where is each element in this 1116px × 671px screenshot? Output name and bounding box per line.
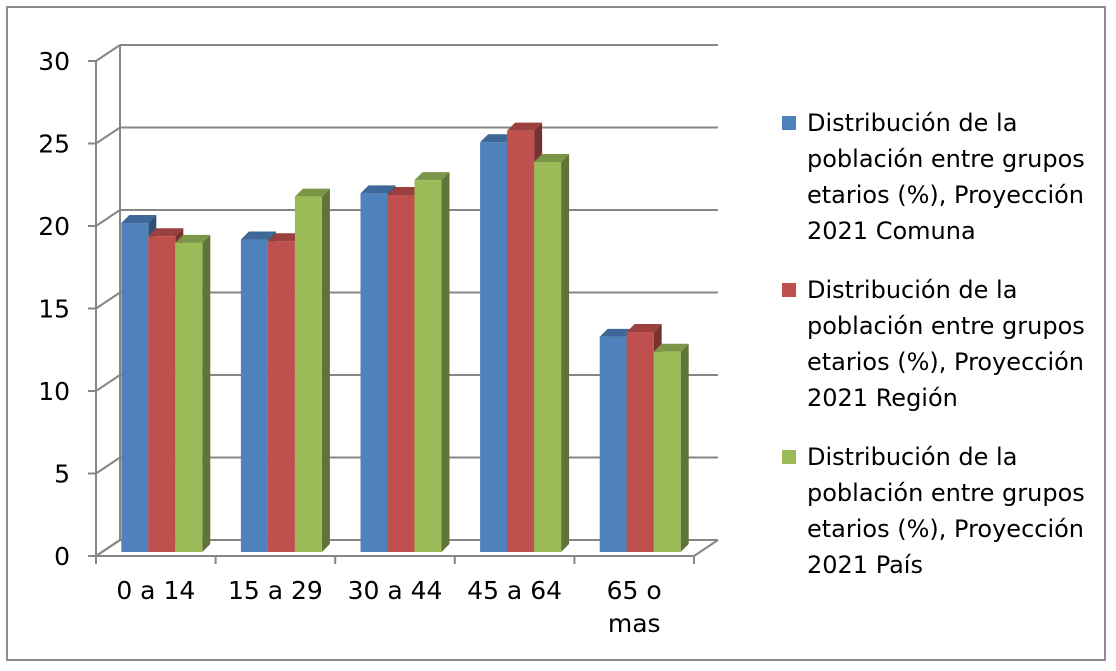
bar-top [534,154,570,162]
bar-side [441,172,450,552]
bar-front [294,196,322,552]
bar-front [121,223,149,553]
gridline-side [95,44,121,62]
bar-front [507,130,535,552]
legend-label: etarios (%), Proyección [807,348,1084,376]
bar-front [148,236,176,552]
bar-front [360,193,388,552]
bar-front [480,142,508,552]
bar-front [626,331,654,552]
bar-top [121,215,157,224]
legend-entry: Distribución de la población entre grupos… [782,443,1085,579]
bar-top [148,228,184,237]
legend-label: 2021 Región [807,384,958,412]
y-tick-label: 0 [54,542,70,571]
bar [414,172,450,552]
y-tick-label: 10 [38,377,70,406]
legend-swatch [782,283,796,297]
bar-front [387,195,415,552]
bars [121,122,689,553]
bar-front [175,242,203,552]
gridline-side [95,291,121,310]
bar-top [267,233,303,242]
bar [175,234,211,552]
y-tick-label: 15 [38,295,70,324]
gridline-side [95,209,121,227]
x-tick-label: 65 o [607,576,662,605]
bar-front [534,162,562,552]
y-tick-label: 30 [38,47,70,76]
legend-label: etarios (%), Proyección [807,515,1084,543]
bar-top [507,122,543,131]
bar-side [680,343,689,552]
bar-side [561,154,570,552]
x-tick-label: 45 a 64 [467,576,562,605]
legend-label: población entre grupos [807,312,1085,340]
bar-side [321,188,330,552]
legend-label: Distribución de la [807,109,1017,137]
chart-frame: 0 5 10 15 20 25 30 0 a 14 15 a 29 30 a 44 45 a 64… [6,6,1106,661]
y-axis: 0 5 10 15 20 25 30 [38,45,121,571]
bar-front [414,180,442,552]
legend-swatch [782,450,796,464]
x-axis: 0 a 14 15 a 29 30 a 44 45 a 64 65 o mas [95,556,695,638]
bar-top [653,343,689,352]
legend: Distribución de la población entre grupos… [782,109,1085,579]
legend-entry: Distribución de la población entre grupos… [782,109,1085,245]
legend-label: población entre grupos [807,145,1085,173]
legend-swatch [782,116,796,130]
y-tick-label: 20 [38,212,70,241]
bar [294,188,330,552]
bar-side [202,234,211,552]
bar-front [653,351,681,552]
legend-label: Distribución de la [807,276,1017,304]
bar-top [294,188,330,197]
gridline-side [95,456,121,475]
bar-top [414,172,450,181]
y-tick-label: 25 [38,130,70,159]
legend-label: población entre grupos [807,479,1085,507]
x-tick-label: 30 a 44 [348,576,443,605]
x-tick-label: 0 a 14 [116,576,195,605]
bar-top [175,234,211,243]
bar-top [626,323,662,332]
bar-top [387,187,423,195]
bar-top [480,134,516,143]
gridline-side [95,539,121,557]
bar-chart: 0 5 10 15 20 25 30 0 a 14 15 a 29 30 a 44 45 a 64… [38,44,1085,638]
legend-label: etarios (%), Proyección [807,181,1084,209]
bar-front [599,336,627,552]
floor-right-edge [693,539,719,557]
legend-label: 2021 País [807,551,923,579]
legend-entry: Distribución de la población entre grupos… [782,276,1085,412]
bar-top [240,231,276,240]
bar-top [360,185,396,194]
legend-label: Distribución de la [807,443,1017,471]
x-tick-label: 15 a 29 [228,576,323,605]
bar-top [599,328,635,337]
bar-front [240,239,268,553]
y-tick-label: 5 [54,460,70,489]
gridline-side [95,126,121,145]
legend-label: 2021 Comuna [807,217,976,245]
bar [653,343,689,552]
x-tick-label: mas [608,609,661,638]
bar [534,154,570,552]
gridline-side [95,374,121,392]
bar-front [267,241,295,552]
bar [480,134,516,552]
